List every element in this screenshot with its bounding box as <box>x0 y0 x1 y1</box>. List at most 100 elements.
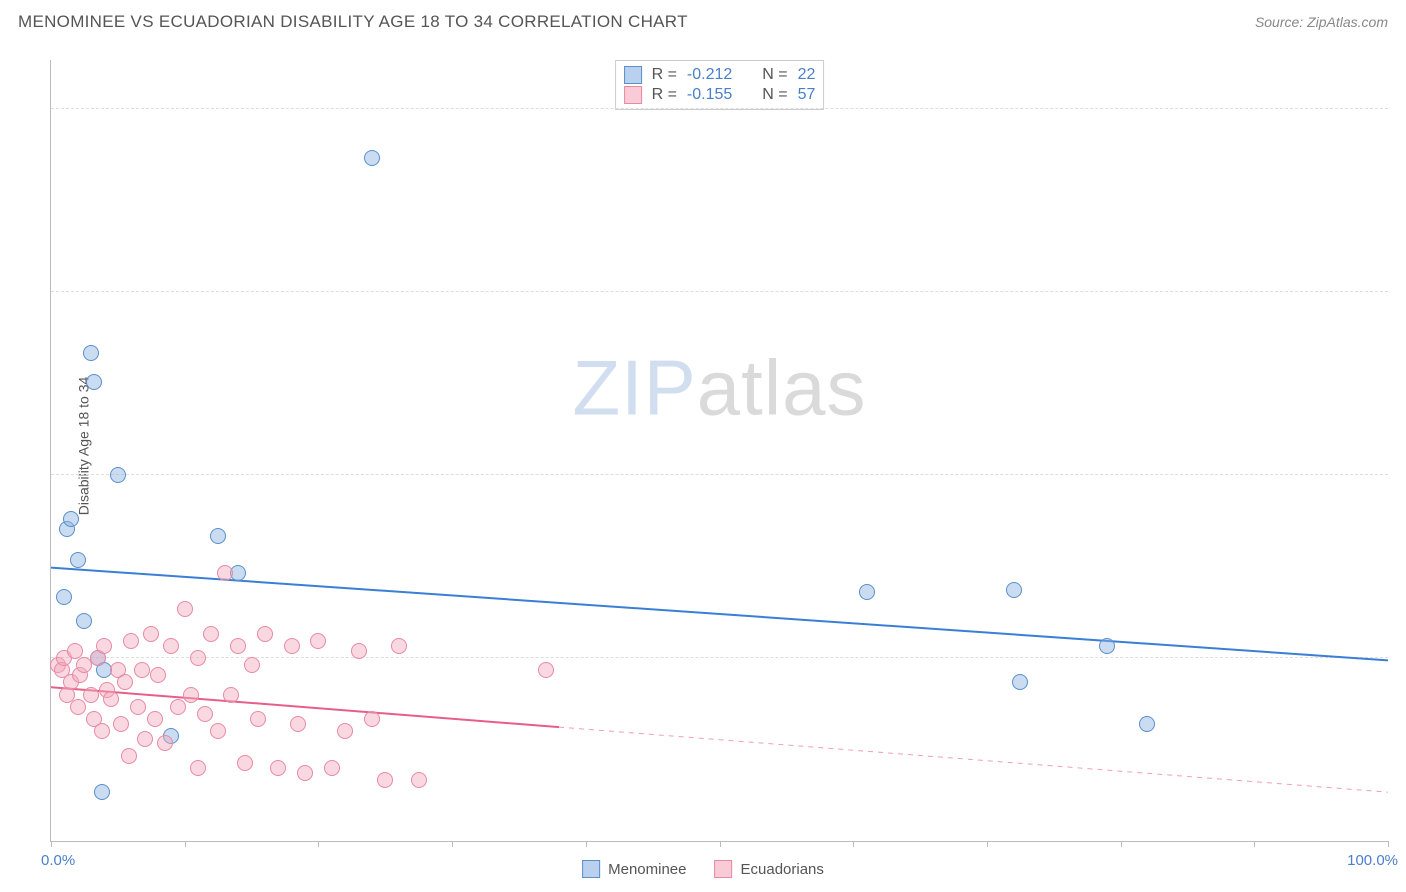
data-point <box>237 755 253 771</box>
r-label: R = <box>652 66 677 84</box>
data-point <box>250 711 266 727</box>
r-label: R = <box>652 86 677 104</box>
source-label: Source: ZipAtlas.com <box>1255 14 1388 30</box>
data-point <box>94 723 110 739</box>
gridline <box>51 474 1388 475</box>
data-point <box>324 760 340 776</box>
data-point <box>290 716 306 732</box>
x-tick <box>185 841 186 847</box>
data-point <box>110 467 126 483</box>
legend-item-ecuadorians: Ecuadorians <box>715 860 824 878</box>
data-point <box>150 667 166 683</box>
data-point <box>411 772 427 788</box>
x-tick <box>318 841 319 847</box>
data-point <box>137 731 153 747</box>
data-point <box>117 674 133 690</box>
data-point <box>76 613 92 629</box>
data-point <box>56 589 72 605</box>
data-point <box>103 691 119 707</box>
data-point <box>210 723 226 739</box>
data-point <box>377 772 393 788</box>
data-point <box>123 633 139 649</box>
series-legend: Menominee Ecuadorians <box>582 860 824 878</box>
data-point <box>157 735 173 751</box>
stats-legend-row: R = -0.155 N = 57 <box>624 85 816 105</box>
data-point <box>190 650 206 666</box>
data-point <box>244 657 260 673</box>
data-point <box>538 662 554 678</box>
stats-legend: R = -0.212 N = 22 R = -0.155 N = 57 <box>615 60 825 110</box>
legend-label: Menominee <box>608 861 686 878</box>
data-point <box>210 528 226 544</box>
data-point <box>1006 582 1022 598</box>
data-point <box>94 784 110 800</box>
data-point <box>70 699 86 715</box>
data-point <box>63 511 79 527</box>
legend-swatch-pink <box>624 86 642 104</box>
data-point <box>1139 716 1155 732</box>
x-tick <box>586 841 587 847</box>
r-value: -0.212 <box>687 66 732 84</box>
x-tick <box>853 841 854 847</box>
data-point <box>351 643 367 659</box>
data-point <box>197 706 213 722</box>
r-value: -0.155 <box>687 86 732 104</box>
data-point <box>859 584 875 600</box>
x-tick <box>987 841 988 847</box>
data-point <box>113 716 129 732</box>
data-point <box>163 638 179 654</box>
legend-swatch-blue <box>624 66 642 84</box>
data-point <box>190 760 206 776</box>
x-tick <box>1121 841 1122 847</box>
data-point <box>310 633 326 649</box>
data-point <box>83 345 99 361</box>
n-label: N = <box>762 86 787 104</box>
x-tick <box>51 841 52 847</box>
n-value: 57 <box>798 86 816 104</box>
data-point <box>270 760 286 776</box>
n-value: 22 <box>798 66 816 84</box>
watermark-atlas: atlas <box>697 344 867 432</box>
data-point <box>70 552 86 568</box>
data-point <box>217 565 233 581</box>
n-label: N = <box>762 66 787 84</box>
data-point <box>143 626 159 642</box>
x-axis-min-label: 0.0% <box>41 852 75 869</box>
x-axis-max-label: 100.0% <box>1347 852 1398 869</box>
data-point <box>86 374 102 390</box>
x-tick <box>1254 841 1255 847</box>
data-point <box>1012 674 1028 690</box>
data-point <box>284 638 300 654</box>
gridline <box>51 291 1388 292</box>
data-point <box>364 711 380 727</box>
data-point <box>391 638 407 654</box>
x-tick <box>452 841 453 847</box>
data-point <box>121 748 137 764</box>
x-tick <box>720 841 721 847</box>
gridline <box>51 108 1388 109</box>
data-point <box>297 765 313 781</box>
legend-item-menominee: Menominee <box>582 860 686 878</box>
data-point <box>147 711 163 727</box>
data-point <box>257 626 273 642</box>
x-tick <box>1388 841 1389 847</box>
legend-label: Ecuadorians <box>741 861 824 878</box>
data-point <box>337 723 353 739</box>
legend-swatch-pink <box>715 860 733 878</box>
watermark: ZIPatlas <box>572 343 866 434</box>
data-point <box>177 601 193 617</box>
stats-legend-row: R = -0.212 N = 22 <box>624 65 816 85</box>
data-point <box>230 638 246 654</box>
data-point <box>183 687 199 703</box>
chart-title: MENOMINEE VS ECUADORIAN DISABILITY AGE 1… <box>18 12 688 32</box>
watermark-zip: ZIP <box>572 344 696 432</box>
data-point <box>96 638 112 654</box>
chart-plot-area: ZIPatlas R = -0.212 N = 22 R = -0.155 N … <box>50 60 1388 842</box>
data-point <box>130 699 146 715</box>
data-point <box>134 662 150 678</box>
legend-swatch-blue <box>582 860 600 878</box>
data-point <box>364 150 380 166</box>
data-point <box>67 643 83 659</box>
data-point <box>83 687 99 703</box>
data-point <box>170 699 186 715</box>
